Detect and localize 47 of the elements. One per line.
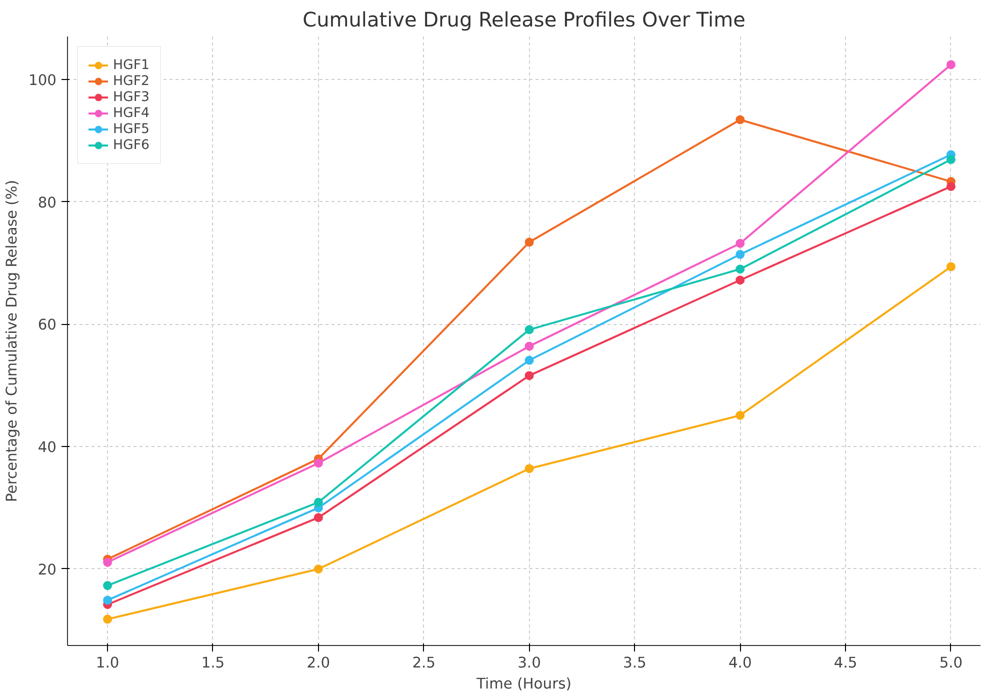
chart-title: Cumulative Drug Release Profiles Over Time bbox=[302, 8, 746, 32]
point bbox=[103, 614, 112, 624]
y-tick-label: 80 bbox=[38, 194, 57, 212]
legend-label: HGF1 bbox=[113, 57, 150, 73]
legend-label: HGF5 bbox=[113, 121, 150, 137]
x-tick-label: 1.5 bbox=[201, 654, 225, 672]
point bbox=[946, 60, 956, 70]
point bbox=[736, 238, 745, 248]
point bbox=[736, 115, 745, 124]
point bbox=[736, 276, 745, 285]
point bbox=[524, 325, 534, 334]
point bbox=[524, 342, 534, 351]
point bbox=[946, 182, 956, 191]
point bbox=[524, 238, 534, 247]
point bbox=[524, 371, 534, 380]
y-tick-label: 100 bbox=[28, 72, 57, 89]
x-tick-label: 5.0 bbox=[939, 654, 963, 672]
x-tick-label: 3.0 bbox=[518, 654, 541, 672]
point bbox=[736, 410, 745, 420]
y-tick-label: 20 bbox=[38, 561, 57, 578]
y-tick-label: 60 bbox=[38, 316, 57, 334]
legend-label: HGF4 bbox=[113, 105, 150, 121]
point bbox=[524, 464, 534, 474]
point bbox=[946, 155, 956, 164]
point bbox=[314, 458, 323, 468]
x-tick-label: 3.5 bbox=[623, 654, 646, 672]
x-tick-label: 2.0 bbox=[306, 654, 330, 672]
x-tick-label: 1.0 bbox=[96, 654, 120, 672]
point bbox=[103, 558, 112, 567]
legend-label: HGF3 bbox=[113, 89, 150, 105]
legend-label: HGF2 bbox=[113, 73, 150, 89]
y-tick-label: 40 bbox=[38, 439, 57, 456]
y-axis-title: Percentage of Cumulative Drug Release (%) bbox=[4, 180, 21, 502]
point bbox=[103, 596, 112, 605]
x-axis-title: Time (Hours) bbox=[476, 676, 572, 692]
x-tick-label: 4.5 bbox=[834, 654, 858, 672]
point bbox=[524, 356, 534, 365]
point bbox=[314, 498, 323, 507]
point bbox=[314, 564, 323, 574]
x-tick-label: 4.0 bbox=[728, 654, 752, 672]
point bbox=[314, 513, 323, 522]
point bbox=[736, 264, 745, 274]
point bbox=[946, 262, 956, 272]
point bbox=[736, 250, 745, 259]
point bbox=[103, 581, 112, 590]
legend-label: HGF6 bbox=[113, 137, 150, 153]
x-tick-label: 2.5 bbox=[412, 654, 436, 672]
